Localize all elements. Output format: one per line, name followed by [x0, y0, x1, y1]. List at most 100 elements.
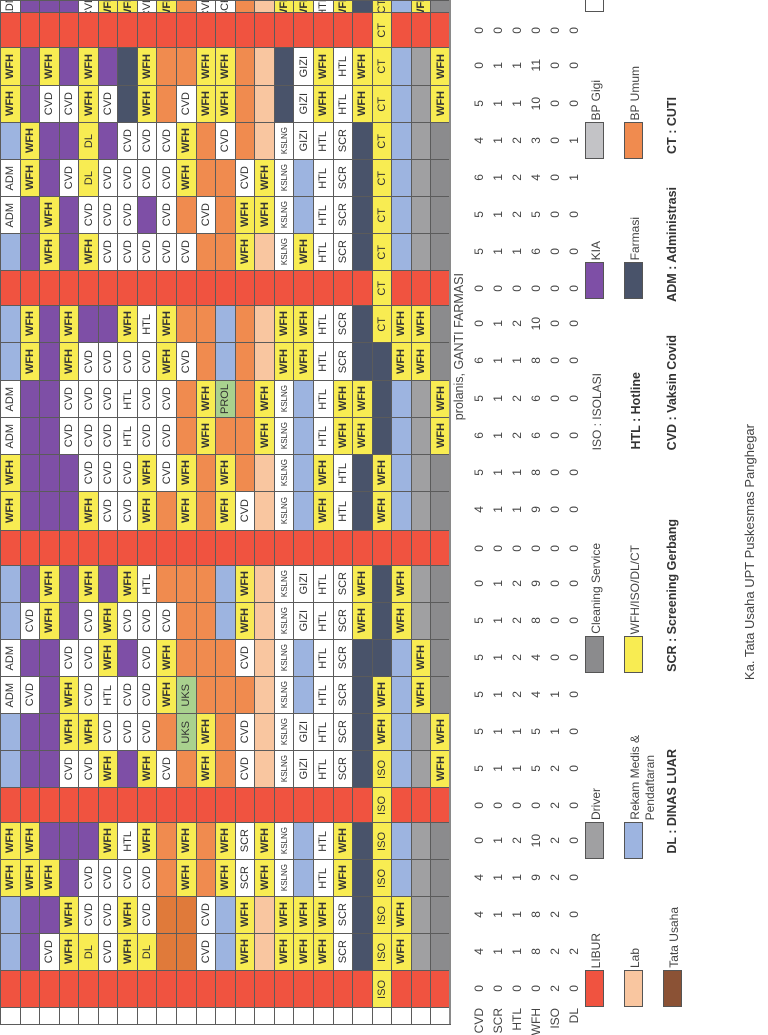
schedule-cell[interactable] [332, 530, 354, 566]
schedule-cell[interactable]: WFH [78, 233, 99, 271]
schedule-cell[interactable]: WFH [39, 196, 60, 234]
schedule-cell[interactable]: WFH [215, 47, 236, 86]
schedule-cell[interactable] [117, 1007, 138, 1025]
schedule-cell[interactable] [195, 530, 217, 566]
schedule-cell[interactable]: CVD [234, 713, 256, 751]
schedule-cell[interactable] [195, 822, 217, 860]
schedule-cell[interactable] [0, 565, 21, 603]
schedule-cell[interactable]: KSLNG [273, 159, 295, 197]
schedule-cell[interactable]: SCR [332, 713, 354, 751]
schedule-cell[interactable] [156, 85, 178, 123]
schedule-cell[interactable] [156, 933, 178, 971]
schedule-cell[interactable] [58, 822, 80, 860]
schedule-cell[interactable] [176, 47, 197, 86]
schedule-cell[interactable]: WFH [136, 822, 158, 860]
schedule-cell[interactable] [293, 970, 314, 1008]
schedule-cell[interactable] [195, 270, 217, 306]
schedule-cell[interactable]: HTL [312, 565, 334, 603]
schedule-cell[interactable] [430, 1007, 451, 1025]
schedule-cell[interactable]: HTL [312, 159, 334, 197]
schedule-cell[interactable] [136, 970, 158, 1008]
schedule-cell[interactable]: WFH [332, 417, 354, 455]
schedule-cell[interactable] [19, 270, 41, 306]
schedule-cell[interactable]: KSLNG [273, 380, 295, 418]
schedule-cell[interactable]: CVD [97, 713, 119, 751]
schedule-cell[interactable]: WFH [430, 417, 451, 455]
schedule-cell[interactable] [254, 47, 275, 86]
schedule-cell[interactable]: PROL [215, 380, 236, 418]
schedule-cell[interactable]: CT [371, 270, 393, 306]
schedule-cell[interactable]: KSLNG [273, 417, 295, 455]
schedule-cell[interactable] [19, 787, 41, 823]
schedule-cell[interactable] [156, 970, 178, 1008]
schedule-cell[interactable]: WFH [117, 565, 138, 603]
schedule-cell[interactable]: CVD [136, 859, 158, 897]
schedule-cell[interactable]: KSLNG [273, 602, 295, 640]
schedule-cell[interactable] [352, 822, 373, 860]
schedule-cell[interactable] [352, 12, 373, 48]
schedule-cell[interactable] [391, 970, 412, 1008]
schedule-cell[interactable] [215, 970, 236, 1008]
schedule-cell[interactable]: WFH [117, 933, 138, 971]
schedule-cell[interactable] [410, 85, 432, 123]
schedule-cell[interactable] [254, 676, 275, 714]
schedule-cell[interactable]: HTL [136, 565, 158, 603]
schedule-cell[interactable] [352, 342, 373, 381]
schedule-cell[interactable]: WFH [97, 750, 119, 788]
schedule-cell[interactable] [39, 896, 60, 934]
schedule-cell[interactable]: CVD [97, 933, 119, 971]
schedule-cell[interactable]: WFH [430, 750, 451, 788]
schedule-cell[interactable] [391, 196, 412, 234]
schedule-cell[interactable]: WFH [293, 896, 314, 934]
schedule-cell[interactable]: CVD [97, 85, 119, 123]
schedule-cell[interactable] [332, 787, 354, 823]
schedule-cell[interactable] [195, 12, 217, 48]
schedule-cell[interactable] [254, 233, 275, 271]
schedule-cell[interactable] [39, 342, 60, 381]
schedule-cell[interactable] [391, 676, 412, 714]
schedule-cell[interactable] [234, 1007, 256, 1025]
schedule-cell[interactable]: WFH [195, 85, 217, 123]
schedule-cell[interactable] [136, 530, 158, 566]
schedule-cell[interactable] [293, 196, 314, 234]
schedule-cell[interactable]: CVD [136, 896, 158, 934]
schedule-cell[interactable] [136, 1007, 158, 1025]
schedule-cell[interactable] [430, 933, 451, 971]
schedule-cell[interactable] [117, 750, 138, 788]
schedule-cell[interactable] [58, 602, 80, 640]
schedule-cell[interactable]: CVD [156, 196, 178, 234]
schedule-cell[interactable]: CVD [97, 859, 119, 897]
schedule-cell[interactable]: HTL [312, 122, 334, 160]
schedule-cell[interactable]: WFH [391, 602, 412, 640]
schedule-cell[interactable]: HTL [312, 822, 334, 860]
schedule-cell[interactable] [58, 859, 80, 897]
schedule-cell[interactable] [215, 787, 236, 823]
schedule-cell[interactable] [19, 454, 41, 492]
schedule-cell[interactable]: ISO [371, 822, 393, 860]
schedule-cell[interactable] [156, 565, 178, 603]
schedule-cell[interactable]: WFH [136, 47, 158, 86]
schedule-cell[interactable] [273, 970, 295, 1008]
schedule-cell[interactable]: ISO [371, 970, 393, 1008]
schedule-cell[interactable] [215, 896, 236, 934]
schedule-cell[interactable] [215, 676, 236, 714]
schedule-cell[interactable] [391, 859, 412, 897]
schedule-cell[interactable] [156, 787, 178, 823]
schedule-cell[interactable] [352, 233, 373, 271]
schedule-cell[interactable]: HTL [312, 380, 334, 418]
schedule-cell[interactable]: DL [78, 159, 99, 197]
schedule-cell[interactable]: WFH [273, 342, 295, 381]
schedule-cell[interactable] [352, 676, 373, 714]
schedule-cell[interactable] [176, 565, 197, 603]
schedule-cell[interactable] [352, 896, 373, 934]
schedule-cell[interactable]: WFH [371, 454, 393, 492]
schedule-cell[interactable]: CVD [136, 122, 158, 160]
schedule-cell[interactable]: WFH [136, 750, 158, 788]
schedule-cell[interactable] [410, 602, 432, 640]
schedule-cell[interactable]: WFH [39, 859, 60, 897]
schedule-cell[interactable]: CVD [117, 159, 138, 197]
schedule-cell[interactable]: SCR [332, 565, 354, 603]
schedule-cell[interactable]: CVD [136, 233, 158, 271]
schedule-cell[interactable]: CVD [136, 676, 158, 714]
schedule-cell[interactable] [195, 676, 217, 714]
